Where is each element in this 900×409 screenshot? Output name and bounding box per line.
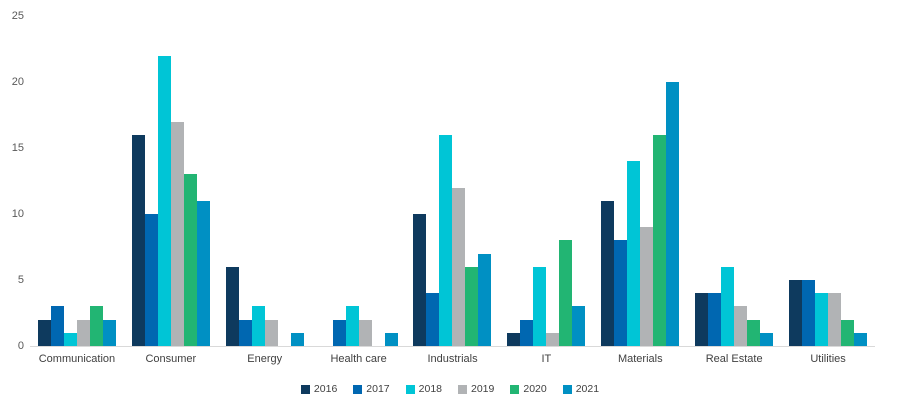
bar-2018-communication [63, 332, 77, 346]
x-axis-category-labels: Communication Consumer Energy Health care In… [30, 353, 875, 365]
legend-item-2017: 2017 [353, 383, 390, 395]
bar-group-it [507, 16, 586, 346]
legend: 2016 2017 2018 2019 2020 2021 [0, 383, 900, 395]
bar-2021-industrials [478, 253, 492, 346]
legend-swatch-2016 [300, 384, 310, 394]
legend-label-2019: 2019 [471, 383, 495, 395]
y-axis-tick-10: 10 [11, 208, 24, 220]
bar-2019-real-estate [734, 306, 748, 346]
bar-2017-communication [50, 306, 64, 346]
category-label-industrials: Industrials [427, 353, 478, 365]
category-label-it: IT [541, 353, 552, 365]
bar-2016-industrials [413, 214, 427, 346]
bar-2020-real-estate [747, 319, 761, 346]
bar-2017-it [520, 319, 534, 346]
bar-2018-health-care [345, 306, 359, 346]
bar-2021-real-estate [760, 332, 774, 346]
legend-swatch-2019 [458, 384, 467, 394]
bar-2021-consumer [196, 200, 210, 346]
plot-area [30, 16, 875, 346]
category-label-utilities: Utilities [810, 353, 846, 365]
bar-2017-energy [238, 319, 252, 346]
bar-2019-it [546, 332, 560, 346]
bar-2021-it [572, 306, 586, 346]
legend-swatch-2021 [562, 384, 572, 394]
legend-label-2021: 2021 [575, 383, 600, 395]
legend-label-2016: 2016 [313, 383, 338, 395]
legend-item-2018: 2018 [405, 383, 442, 395]
bar-2017-materials [614, 240, 628, 346]
y-axis-tick-5: 5 [17, 274, 24, 286]
bar-group-health-care [320, 16, 398, 346]
bar-2021-utilities [853, 332, 867, 346]
bar-2018-energy [251, 306, 265, 346]
legend-label-2020: 2020 [523, 383, 547, 395]
bar-group-communication [37, 16, 116, 346]
bar-2020-utilities [840, 319, 854, 346]
bar-group-industrials [413, 16, 492, 346]
bar-group-energy [225, 16, 304, 346]
legend-item-2016: 2016 [300, 383, 338, 395]
bar-2016-real-estate [695, 293, 709, 346]
legend-label-2018: 2018 [418, 383, 442, 395]
category-label-energy: Energy [247, 353, 283, 365]
bar-2018-industrials [439, 134, 453, 346]
legend-item-2021: 2021 [562, 383, 600, 395]
category-label-materials: Materials [617, 353, 663, 365]
bar-2019-communication [76, 319, 90, 346]
legend-item-2020: 2020 [510, 383, 547, 395]
bar-2017-health-care [332, 319, 346, 346]
category-label-real-estate: Real Estate [705, 353, 763, 365]
bar-2019-health-care [358, 319, 372, 346]
bar-2018-materials [627, 161, 641, 346]
bar-2021-energy [290, 332, 304, 346]
bar-2016-it [507, 332, 521, 346]
bar-2018-real-estate [721, 266, 735, 346]
bar-2019-utilities [827, 293, 841, 346]
bar-group-real-estate [695, 16, 774, 346]
legend-item-2019: 2019 [458, 383, 494, 395]
x-axis-line [30, 346, 875, 347]
category-label-consumer: Consumer [145, 353, 197, 365]
bar-2021-communication [102, 319, 116, 346]
bar-2016-utilities [788, 280, 802, 346]
bar-2020-communication [89, 306, 103, 346]
legend-swatch-2020 [510, 384, 520, 394]
y-axis-tick-0: 0 [17, 340, 24, 352]
bar-2016-materials [601, 200, 615, 346]
bar-group-utilities [788, 16, 867, 346]
bar-2016-communication [37, 319, 51, 346]
bar-2021-materials [666, 82, 680, 346]
bar-group-consumer [131, 16, 210, 346]
legend-swatch-2017 [353, 384, 363, 394]
y-axis-tick-15: 15 [11, 142, 24, 154]
bar-2019-consumer [170, 121, 184, 346]
bar-2021-health-care [384, 332, 398, 346]
bar-2020-it [559, 240, 573, 346]
bar-2019-materials [640, 227, 654, 346]
bar-2016-energy [225, 266, 239, 346]
category-label-health-care: Health care [330, 353, 387, 365]
bar-2016-consumer [131, 134, 145, 346]
bar-2017-consumer [144, 214, 158, 346]
bar-2018-utilities [814, 293, 828, 346]
bar-2017-industrials [426, 293, 440, 346]
bar-2019-energy [264, 319, 278, 346]
bar-2020-materials [653, 134, 667, 346]
bar-2017-utilities [801, 280, 815, 346]
bar-2019-industrials [452, 187, 466, 346]
bar-2018-it [533, 266, 547, 346]
bar-2018-consumer [157, 55, 171, 346]
legend-swatch-2018 [405, 384, 415, 394]
bar-group-materials [601, 16, 680, 346]
bar-2017-real-estate [708, 293, 722, 346]
category-label-communication: Communication [38, 353, 116, 365]
legend-label-2017: 2017 [366, 383, 390, 395]
y-axis-tick-20: 20 [11, 76, 24, 88]
bar-2020-consumer [183, 174, 197, 346]
bar-2020-industrials [465, 266, 479, 346]
y-axis-tick-25: 25 [11, 10, 24, 22]
